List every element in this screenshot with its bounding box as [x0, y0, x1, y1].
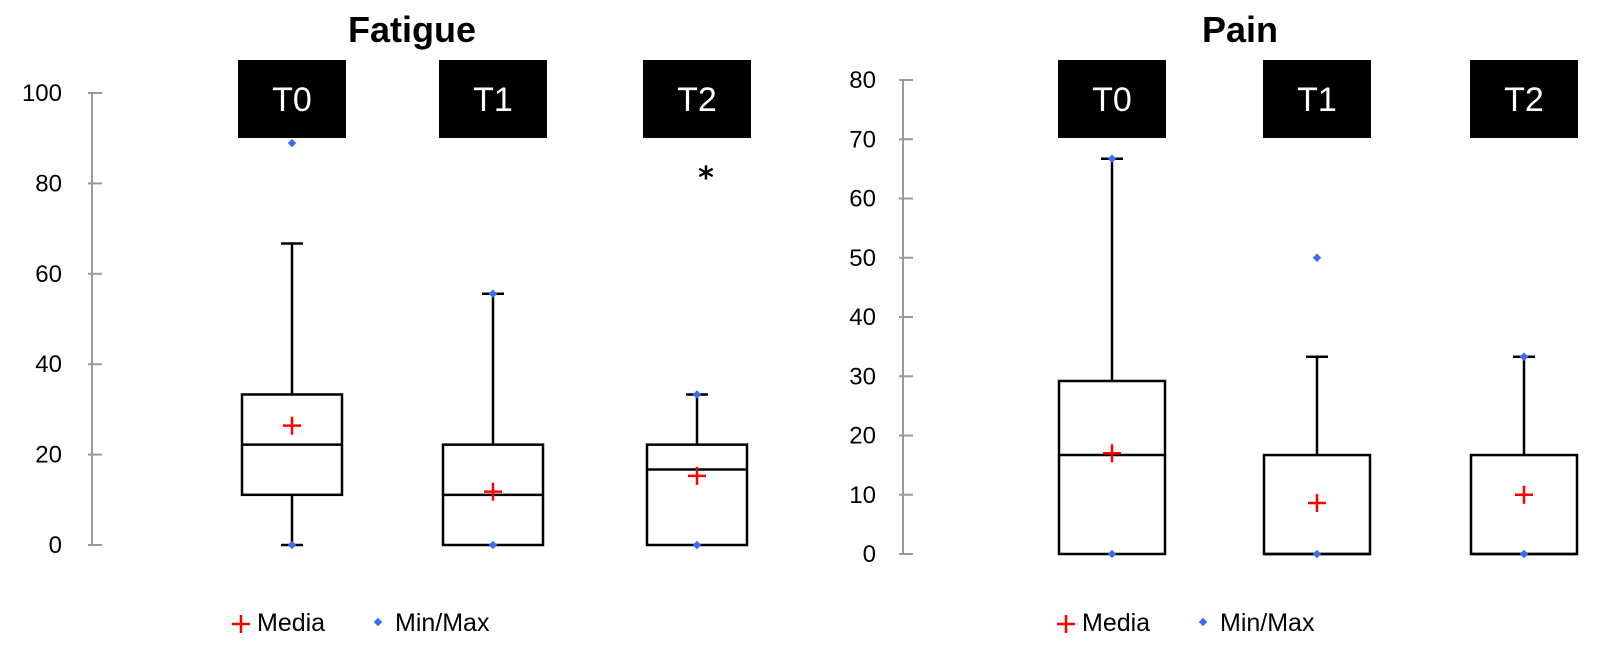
legend-mean-label: Media: [257, 609, 325, 637]
max-point: [1107, 154, 1117, 164]
box-group-t1: T1: [1262, 60, 1372, 559]
min-point: [1519, 549, 1529, 559]
y-tick-label: 0: [863, 541, 876, 568]
max-point: [488, 289, 498, 298]
box-group-t0: T0: [1057, 60, 1167, 559]
y-tick-label: 80: [35, 170, 62, 197]
legend-minmax-label: Min/Max: [395, 609, 490, 637]
y-tick-label: 60: [849, 186, 876, 213]
iqr-box: [645, 443, 749, 547]
chart-title: Pain: [1202, 9, 1278, 50]
y-tick-label: 80: [849, 67, 876, 94]
y-tick-label: 20: [849, 423, 876, 450]
min-point: [1312, 549, 1322, 559]
max-point: [1519, 352, 1529, 361]
min-point: [692, 540, 702, 550]
y-tick-label: 10: [849, 482, 876, 509]
y-tick-label: 50: [849, 245, 876, 272]
chart-title: Fatigue: [348, 9, 476, 50]
group-label-box: [643, 60, 751, 138]
box-group-t2: T2: [1469, 60, 1579, 559]
group-label: T1: [473, 81, 513, 119]
group-label: T0: [272, 81, 312, 119]
group-label: T0: [1092, 81, 1132, 119]
group-label: T2: [1504, 81, 1544, 119]
group-label: T1: [1297, 81, 1337, 119]
legend: Media Min/Max: [232, 609, 490, 637]
pain-panel: Pain 0 10 20 30 40 50 60 70 80 T0 T1 T2 Media Min/Max: [849, 9, 1579, 637]
y-tick-label: 70: [849, 126, 876, 153]
group-label-box: [238, 60, 346, 138]
group-label: T2: [677, 81, 717, 119]
y-tick-label: 100: [22, 80, 62, 107]
iqr-box: [1469, 453, 1579, 556]
legend: Media Min/Max: [1057, 609, 1315, 637]
iqr-box: [1057, 379, 1167, 556]
y-tick-label: 40: [849, 304, 876, 331]
legend-minmax-icon: [373, 617, 383, 627]
max-point: [1312, 253, 1322, 262]
y-tick-label: 60: [35, 261, 62, 288]
y-tick-label: 0: [49, 532, 62, 559]
fatigue-panel: Fatigue 0 20 40 60 80 100 T0 T1 * T2 Media Min/Max: [22, 9, 751, 637]
min-point: [287, 540, 297, 550]
legend-minmax-icon: [1198, 617, 1208, 627]
legend-mean-label: Media: [1082, 609, 1150, 637]
group-label-box: [439, 60, 547, 138]
max-point: [692, 390, 702, 399]
min-point: [488, 540, 498, 550]
max-point: [287, 138, 297, 148]
y-tick-label: 20: [35, 442, 62, 469]
legend-minmax-label: Min/Max: [1220, 609, 1315, 637]
box-group-t2: * T2: [643, 60, 751, 550]
group-label-box: [1058, 60, 1166, 138]
y-tick-label: 30: [849, 363, 876, 390]
box-group-t0: T0: [238, 60, 346, 550]
group-label-box: [1470, 60, 1578, 138]
group-label-box: [1263, 60, 1371, 138]
significance-annotation: *: [698, 161, 714, 196]
box-group-t1: T1: [439, 60, 547, 550]
y-tick-label: 40: [35, 351, 62, 378]
min-point: [1107, 549, 1117, 559]
